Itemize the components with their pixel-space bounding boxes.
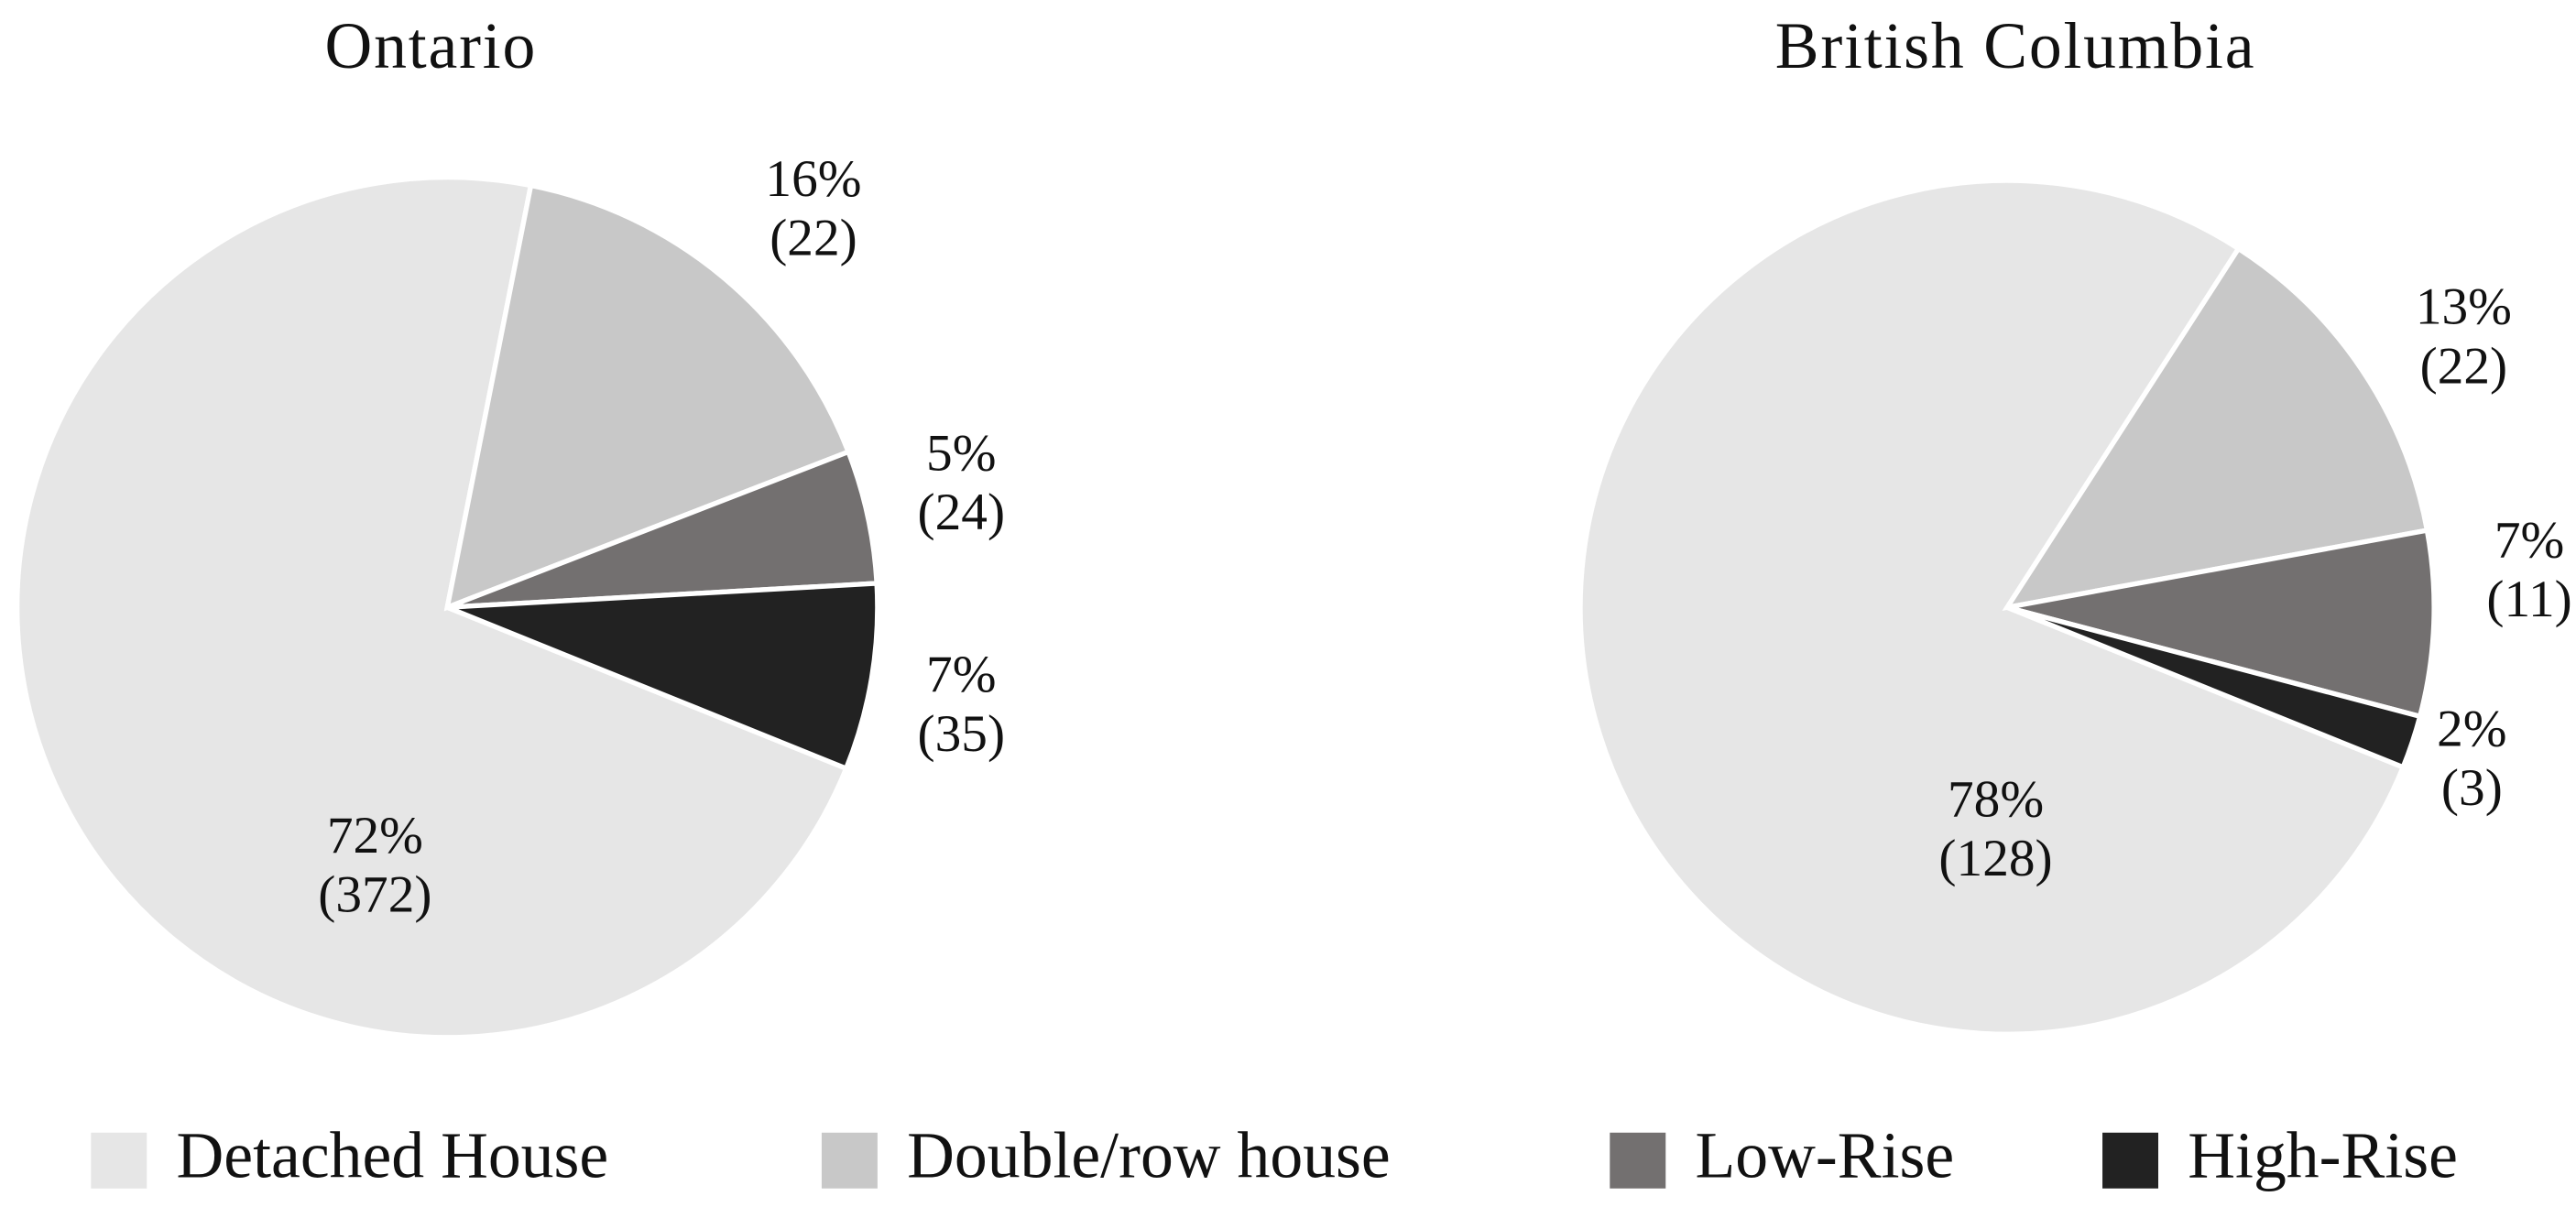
- count-label: (35): [918, 705, 1006, 763]
- value-label: 5%: [926, 424, 996, 482]
- count-label: (372): [318, 865, 431, 923]
- pie-slice: [2006, 604, 2423, 771]
- chart-title: British Columbia: [1775, 9, 2256, 82]
- value-label: 7%: [926, 646, 996, 703]
- chart-title: Ontario: [325, 9, 538, 82]
- pie-slice: [1577, 178, 2407, 1037]
- legend-swatch: [91, 1132, 147, 1189]
- pie-slice: [446, 448, 879, 610]
- count-label: (11): [2486, 571, 2571, 628]
- value-label: 16%: [765, 150, 861, 208]
- legend-label: Low-Rise: [1696, 1119, 1955, 1192]
- value-label: 13%: [2416, 278, 2512, 336]
- legend-label: High-Rise: [2188, 1119, 2458, 1192]
- legend-label: Double/row house: [907, 1119, 1391, 1192]
- legend-label: Detached House: [177, 1119, 609, 1192]
- count-label: (22): [2420, 337, 2508, 395]
- count-label: (24): [918, 484, 1006, 541]
- pie-slice: [2002, 245, 2430, 611]
- legend-swatch: [1610, 1132, 1666, 1189]
- legend-swatch: [821, 1132, 878, 1189]
- value-label: 7%: [2494, 511, 2564, 569]
- value-label: 72%: [327, 807, 423, 865]
- pie-slice: [446, 581, 880, 772]
- pie-slice: [14, 174, 850, 1040]
- count-label: (128): [1938, 830, 2052, 887]
- value-label: 78%: [1948, 770, 2044, 828]
- value-label: 2%: [2437, 700, 2506, 757]
- count-label: (22): [770, 209, 857, 266]
- count-label: (3): [2441, 759, 2503, 817]
- pie-slice: [443, 182, 852, 612]
- legend-swatch: [2102, 1132, 2158, 1189]
- pie-slice: [2006, 527, 2437, 720]
